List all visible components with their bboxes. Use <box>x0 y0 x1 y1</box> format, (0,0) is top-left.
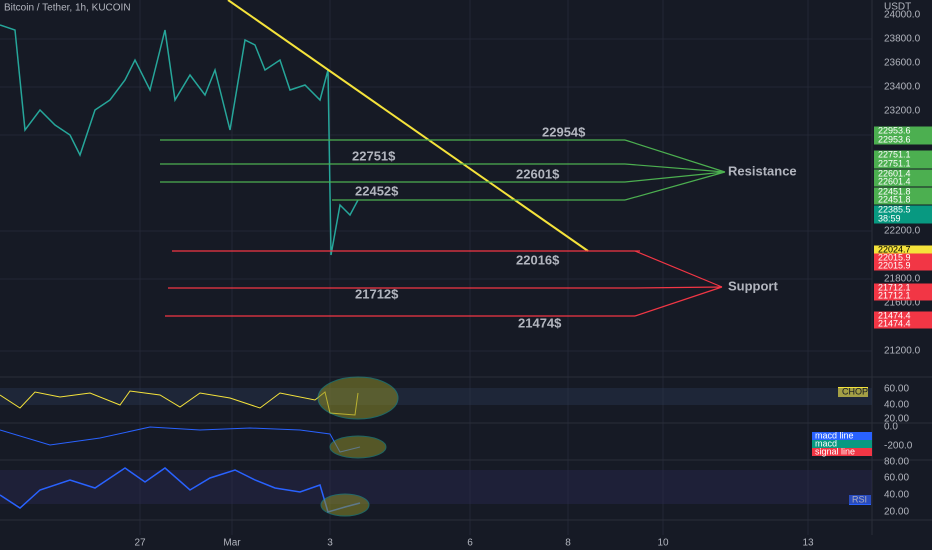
level-label: 21712$ <box>355 286 399 301</box>
indicator-tag <box>812 440 872 448</box>
price-axis-label: 21800.0 <box>884 274 921 285</box>
indicator-tag-label: macd line <box>815 430 854 440</box>
indicator-tag <box>812 432 872 440</box>
price-tag-label: 22953.6 <box>878 125 911 135</box>
price-axis-label: 21200.0 <box>884 346 921 357</box>
indicator-tag <box>812 448 872 456</box>
indicator-tag-label: CHOP <box>842 386 868 396</box>
price-axis-label: 23400.0 <box>884 82 921 93</box>
level-label: 22601$ <box>516 166 560 181</box>
time-axis-label: 10 <box>657 538 669 549</box>
price-tag <box>874 205 932 215</box>
price-tag-label: 21474.4 <box>878 310 911 320</box>
price-tag <box>874 253 932 263</box>
pane-separators <box>0 0 932 535</box>
time-axis-label: 8 <box>565 538 571 549</box>
time-axis-label: 27 <box>134 538 146 549</box>
chop-axis-label: 40.00 <box>884 400 909 411</box>
rsi-axis-label: 80.00 <box>884 457 909 468</box>
price-tag <box>874 187 932 197</box>
level-label: 22452$ <box>355 183 399 198</box>
price-tag-label: 22451.8 <box>878 194 911 204</box>
level-label: 22016$ <box>516 252 560 267</box>
price-tag-label: 21712.1 <box>878 282 911 292</box>
price-tag <box>874 261 932 271</box>
macd-axis-label: 0.0 <box>884 422 898 433</box>
rsi-axis-label: 40.00 <box>884 490 909 501</box>
trend-line <box>227 0 589 252</box>
price-tag-label: 22751.1 <box>878 149 911 159</box>
price-axis-label: 22200.0 <box>884 226 921 237</box>
rsi-line <box>0 467 361 513</box>
zone-label: Support <box>728 278 778 293</box>
level-label: 21474$ <box>518 315 562 330</box>
price-tag-label: 22015.9 <box>878 252 911 262</box>
price-tag <box>874 291 932 301</box>
time-axis-label: 6 <box>467 538 473 549</box>
price-tag-label: 21712.1 <box>878 290 911 300</box>
time-axis-label: 13 <box>802 538 814 549</box>
price-tag-label: 22953.6 <box>878 134 911 144</box>
price-tag-label: 38:59 <box>878 213 901 223</box>
indicator-tag <box>849 495 871 505</box>
chop-axis-label: 60.00 <box>884 384 909 395</box>
price-tag-label: 21474.4 <box>878 318 911 328</box>
zone-label: Resistance <box>728 163 797 178</box>
price-tag <box>874 150 932 160</box>
time-axis-label: 3 <box>327 538 333 549</box>
rsi-band <box>0 470 872 504</box>
level-label: 22954$ <box>542 124 586 139</box>
price-tag <box>874 214 932 224</box>
highlight <box>320 493 370 517</box>
chop-axis-label: 20.00 <box>884 414 909 425</box>
price-tag-label: 22024.7 <box>878 244 911 254</box>
price-tag-label: 22601.4 <box>878 168 911 178</box>
highlight <box>317 376 399 420</box>
macd-axis-label: -200.0 <box>884 441 913 452</box>
price-tag <box>874 126 932 136</box>
price-axis-label: 23600.0 <box>884 58 921 69</box>
time-axis-label: Mar <box>223 538 241 549</box>
price-tag <box>874 169 932 179</box>
price-tag-label: 22601.4 <box>878 176 911 186</box>
price-tag <box>874 283 932 293</box>
grid <box>0 0 872 535</box>
price-path <box>0 24 359 256</box>
price-tag-label: 22015.9 <box>878 260 911 270</box>
highlight <box>329 435 387 459</box>
rsi-axis-label: 60.00 <box>884 473 909 484</box>
indicator-tag-label: macd <box>815 438 837 448</box>
price-tag <box>874 135 932 145</box>
price-tag-label: 22451.8 <box>878 186 911 196</box>
price-tag-label: 22385.5 <box>878 204 911 214</box>
price-axis-label: 23800.0 <box>884 34 921 45</box>
currency: USDT <box>884 2 911 13</box>
resistance-lines <box>160 139 726 201</box>
title: Bitcoin / Tether, 1h, KUCOIN <box>4 3 131 14</box>
indicator-tag-label: RSI <box>852 494 867 504</box>
price-tag <box>874 245 932 255</box>
price-axis-label: 21600.0 <box>884 298 921 309</box>
price-axis-label: 24000.0 <box>884 10 921 21</box>
price-tag <box>874 177 932 187</box>
level-label: 22751$ <box>352 148 396 163</box>
price-tag <box>874 319 932 329</box>
rsi-axis-label: 20.00 <box>884 507 909 518</box>
price-axis-label: 23200.0 <box>884 106 921 117</box>
chop-band <box>0 388 872 405</box>
price-tag-label: 22751.1 <box>878 158 911 168</box>
indicator-tag-label: signal line <box>815 446 855 456</box>
indicator-tag <box>838 387 868 397</box>
price-tag <box>874 159 932 169</box>
support-lines <box>165 250 723 317</box>
price-tag <box>874 311 932 321</box>
price-tag <box>874 195 932 205</box>
